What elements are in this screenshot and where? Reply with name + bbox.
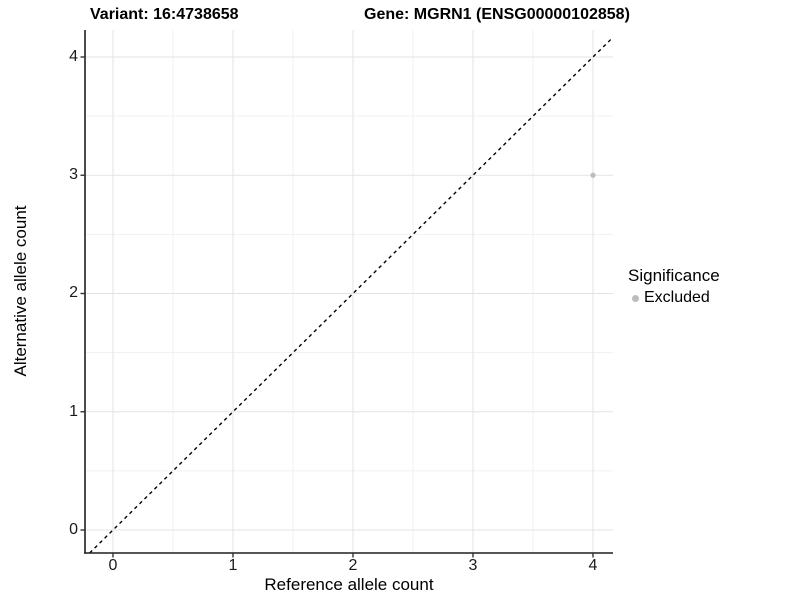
x-tick-label-2: 2 [348,557,358,574]
y-tick-label-0: 0 [69,521,78,538]
legend-item-excluded: Excluded [628,289,720,307]
y-axis-title: Alternative allele count [11,205,30,377]
y-tick-label-2: 2 [69,284,78,302]
x-tick-label-3: 3 [468,557,478,574]
x-tick-label-0: 0 [108,557,118,574]
plot-title-gene: Gene: MGRN1 (ENSG00000102858) [364,6,630,23]
legend: Significance Excluded [628,266,720,307]
data-point-excluded [590,172,596,178]
identity-line [89,36,614,554]
y-tick-label-3: 3 [69,166,78,184]
x-axis-title: Reference allele count [264,575,434,594]
y-tick-label-1: 1 [69,402,78,420]
legend-key-dot-icon [632,294,639,302]
plot-title-variant: Variant: 16:4738658 [90,6,239,23]
x-tick-label-4: 4 [588,557,598,574]
x-tick-label-1: 1 [228,557,238,574]
legend-item-label: Excluded [644,289,710,306]
legend-title: Significance [628,266,720,285]
y-tick-label-4: 4 [69,47,78,65]
